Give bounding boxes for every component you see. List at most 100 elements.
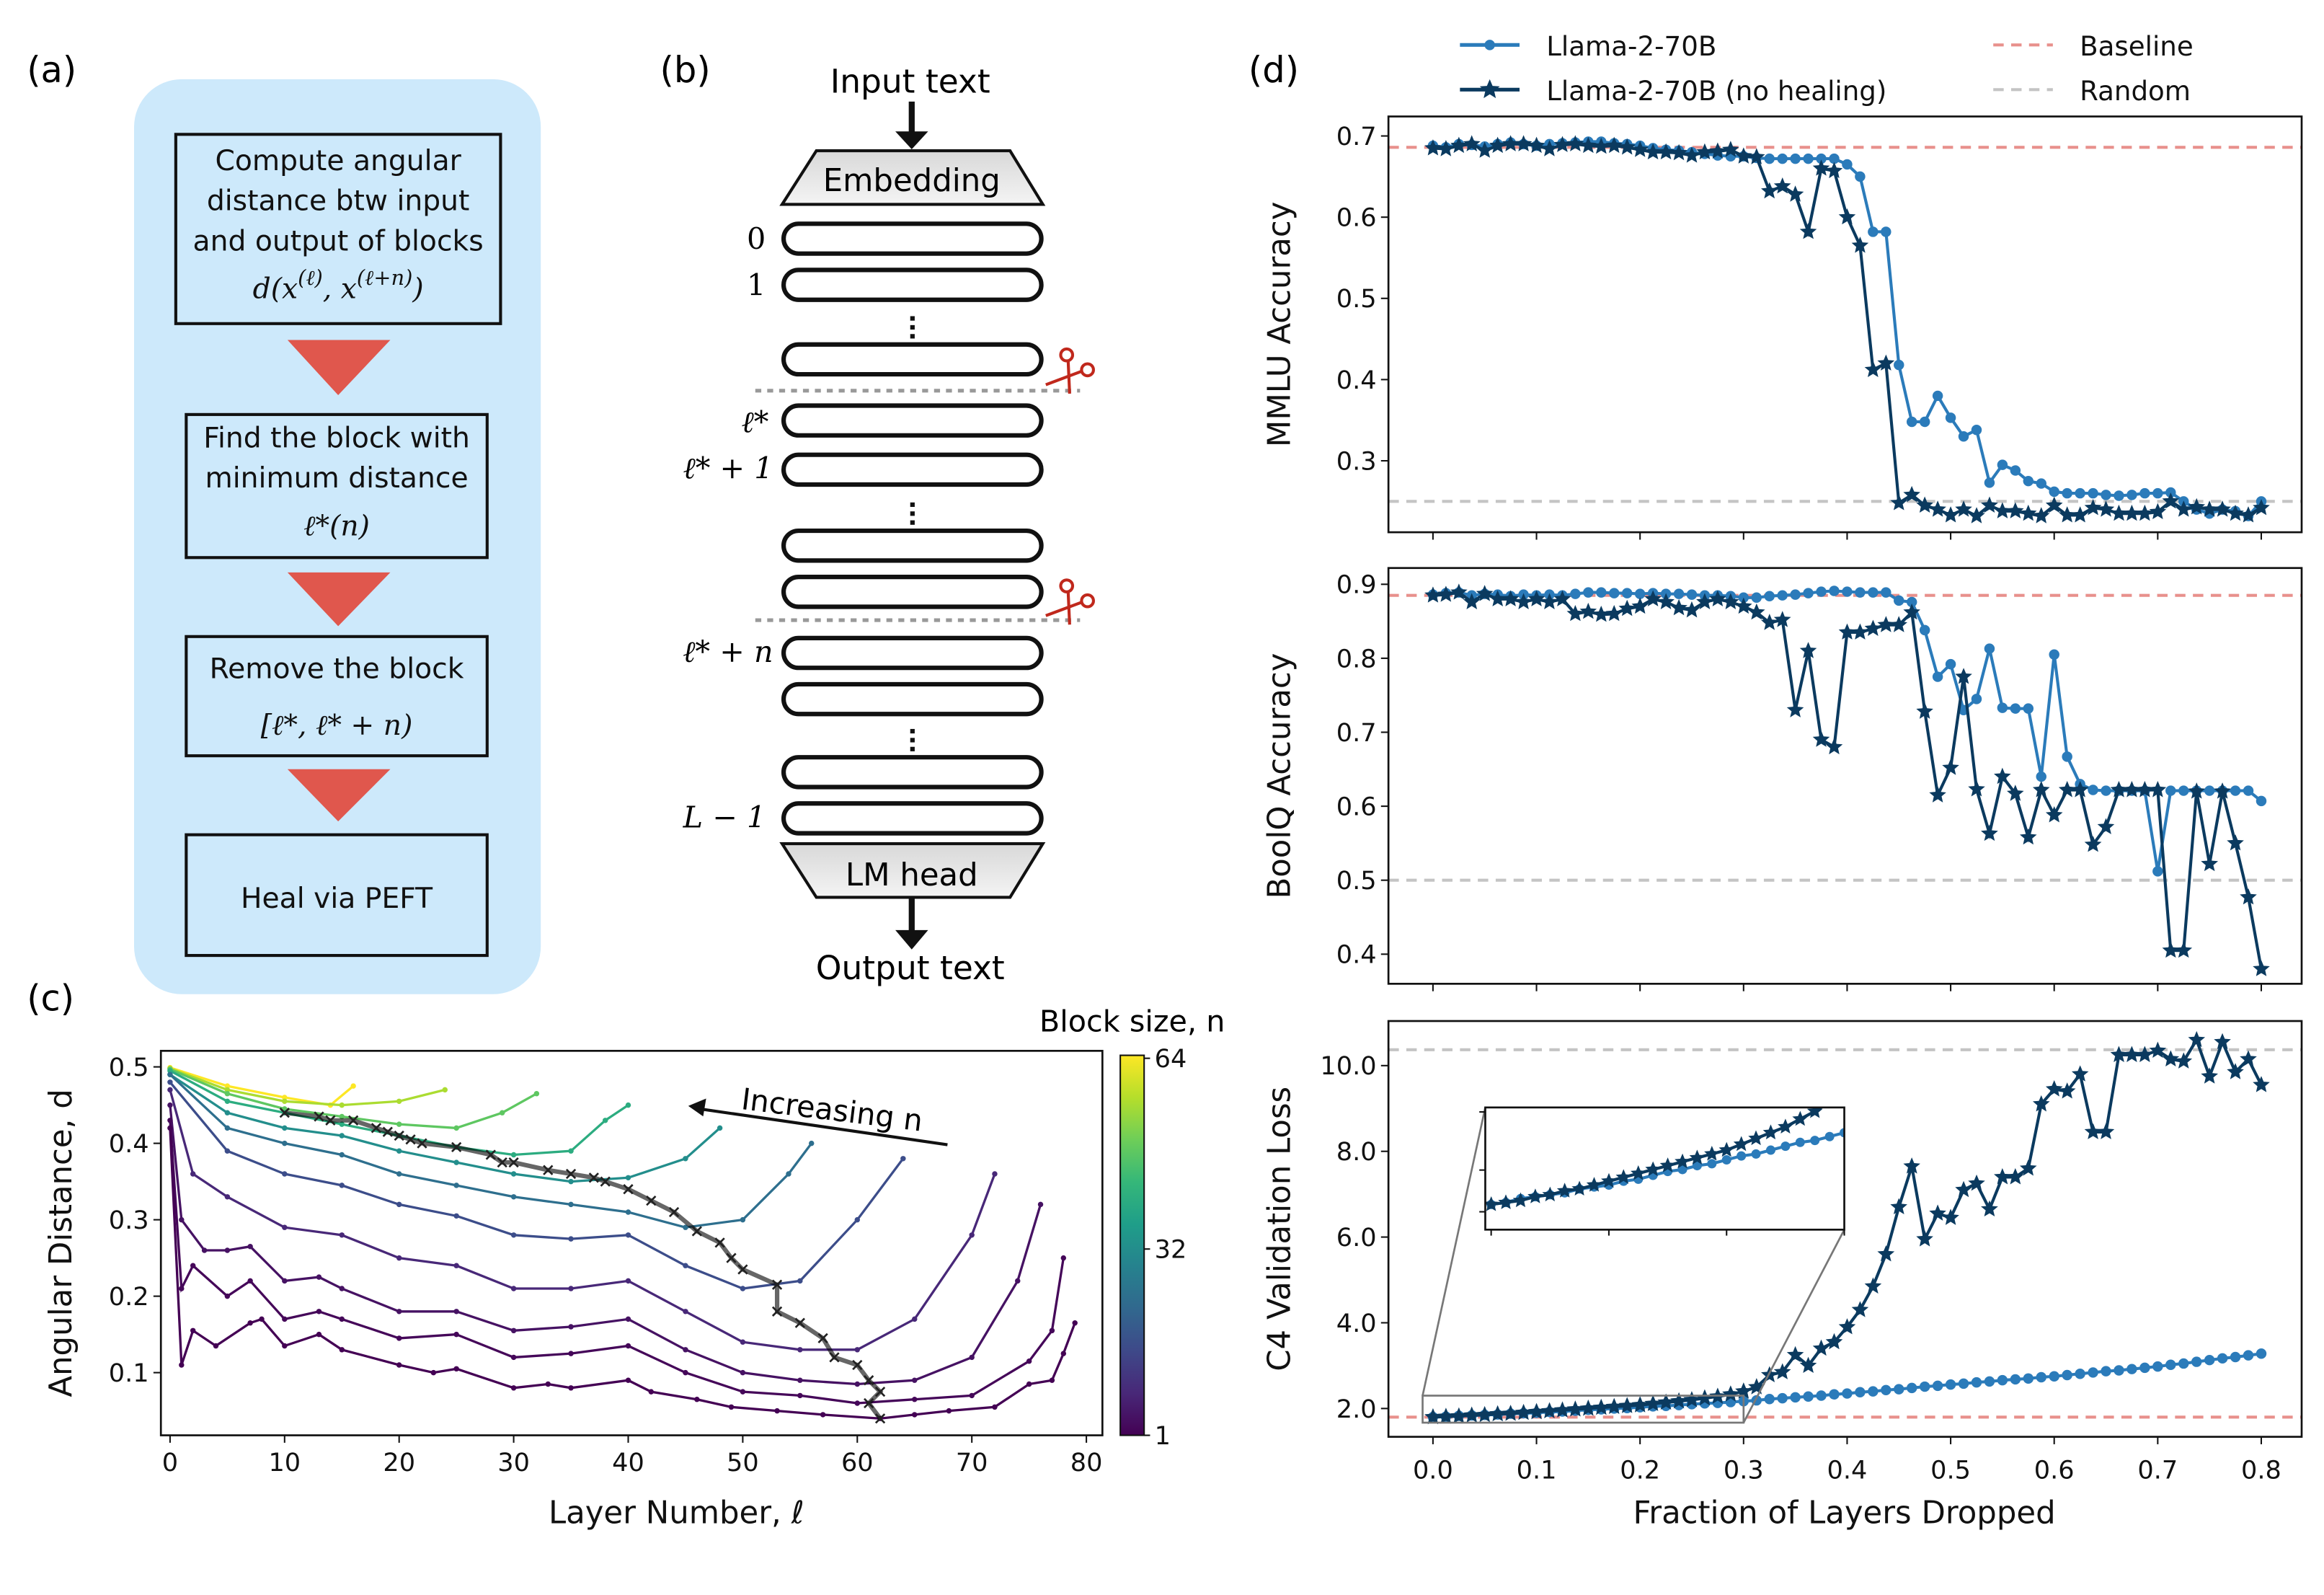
star-marker xyxy=(1683,1391,1700,1408)
distance-point xyxy=(568,1351,574,1356)
circle-marker xyxy=(2243,1350,2254,1361)
transformer-layer xyxy=(781,635,1044,671)
optimal-point-marker xyxy=(485,1149,496,1160)
layer-label: ℓ* + 1 xyxy=(683,451,773,486)
y-tick-label: 4.0 xyxy=(1336,1309,1377,1338)
circle-marker xyxy=(1842,1388,1853,1399)
scissors-icon xyxy=(1045,347,1095,394)
x-tick-label: 80 xyxy=(1070,1448,1103,1477)
circle-marker xyxy=(2023,1373,2034,1384)
distance-point xyxy=(694,1396,700,1402)
circle-marker xyxy=(1777,590,1788,601)
circle-marker xyxy=(1945,1379,1956,1390)
circle-marker xyxy=(1971,1377,1982,1388)
distance-point xyxy=(453,1213,459,1219)
star-marker xyxy=(1437,586,1455,602)
circle-marker xyxy=(2010,465,2021,476)
transformer-layers xyxy=(781,221,1044,836)
circle-marker xyxy=(1997,702,2008,713)
ellipsis-dot xyxy=(910,746,915,751)
panel-label-c: (c) xyxy=(27,978,74,1020)
circle-marker xyxy=(1971,425,1982,436)
x-tick-label: 70 xyxy=(956,1448,988,1477)
star-marker xyxy=(1722,1385,1739,1402)
layer-label: ℓ* xyxy=(742,405,769,440)
star-marker xyxy=(1748,603,1765,620)
distance-point xyxy=(453,1366,459,1372)
flow-text: distance btw input xyxy=(207,185,470,218)
distance-point xyxy=(167,1125,173,1131)
zoom-connector xyxy=(1742,1229,1845,1423)
legend-label: Baseline xyxy=(2080,30,2194,62)
optimal-point-marker xyxy=(852,1359,863,1371)
distance-point xyxy=(740,1216,746,1223)
star-marker xyxy=(1773,611,1791,627)
optimal-point-marker xyxy=(737,1264,748,1275)
circle-marker xyxy=(2152,487,2163,499)
distance-point xyxy=(969,1392,975,1399)
distance-point xyxy=(201,1247,208,1253)
flow-step-compute: Compute angular distance btw input and o… xyxy=(174,133,502,325)
flow-text: Remove the block xyxy=(210,653,464,686)
star-marker xyxy=(1675,1153,1690,1169)
circle-marker xyxy=(1840,1128,1845,1138)
circle-marker xyxy=(1869,1118,1879,1128)
star-marker xyxy=(2045,805,2063,823)
y-axis-label: Angular Distance, d xyxy=(43,1089,79,1397)
circle-marker xyxy=(2010,703,2021,714)
distance-point xyxy=(339,1113,345,1120)
y-axis-label: C4 Validation Loss xyxy=(1262,1087,1298,1371)
star-marker xyxy=(1696,143,1713,160)
star-marker xyxy=(1631,1396,1649,1413)
x-tick-label: 20 xyxy=(383,1448,415,1477)
distance-point xyxy=(568,1148,574,1154)
star-marker xyxy=(1903,1157,1920,1174)
distance-point xyxy=(510,1327,517,1334)
star-marker xyxy=(1485,1196,1499,1211)
distance-point xyxy=(510,1286,517,1291)
transformer-layer xyxy=(781,801,1044,836)
star-marker xyxy=(1670,143,1687,161)
star-marker xyxy=(2097,1123,2115,1139)
circle-marker xyxy=(1854,1124,1863,1134)
down-arrow-icon xyxy=(287,572,391,627)
star-marker xyxy=(1735,147,1752,164)
circle-marker xyxy=(1816,1390,1827,1401)
zoom-connector xyxy=(1422,1107,1486,1396)
distance-point xyxy=(247,1320,253,1326)
star-marker xyxy=(1916,1230,1933,1247)
star-marker xyxy=(2058,1082,2076,1099)
distance-point xyxy=(1026,1358,1032,1364)
star-marker xyxy=(1579,602,1597,619)
star-marker xyxy=(1761,182,1778,199)
distance-point xyxy=(545,1381,551,1387)
distance-point xyxy=(316,1274,322,1280)
star-marker xyxy=(1579,136,1597,154)
star-marker xyxy=(1592,606,1610,622)
circle-marker xyxy=(2088,487,2098,499)
distance-point xyxy=(339,1286,345,1291)
optimal-point-marker xyxy=(508,1157,519,1168)
distance-point xyxy=(396,1201,402,1208)
star-marker xyxy=(1556,1183,1573,1198)
ellipsis-dot xyxy=(910,334,915,339)
optimal-point-marker xyxy=(565,1168,577,1180)
distance-point xyxy=(740,1286,746,1291)
star-marker xyxy=(1837,1080,1852,1095)
star-marker xyxy=(1424,1408,1442,1425)
x-tick-label: 10 xyxy=(268,1448,301,1477)
y-tick-label: 0.7 xyxy=(1336,718,1377,748)
plot-frame xyxy=(1387,115,2303,534)
distance-point xyxy=(339,1347,345,1353)
circle-marker xyxy=(1971,694,1982,704)
distance-point xyxy=(396,1171,402,1177)
star-marker xyxy=(1502,1405,1520,1421)
star-marker xyxy=(1566,135,1584,151)
boolq-subplot: 0.4 0.5 0.6 0.7 0.8 0.9 BoolQ Accuracy xyxy=(1262,567,2303,991)
star-marker xyxy=(2149,781,2167,798)
star-marker xyxy=(1450,136,1468,154)
star-marker xyxy=(1618,599,1636,617)
star-marker xyxy=(1866,1006,1882,1021)
star-marker xyxy=(1773,177,1791,194)
distance-point xyxy=(396,1362,402,1368)
